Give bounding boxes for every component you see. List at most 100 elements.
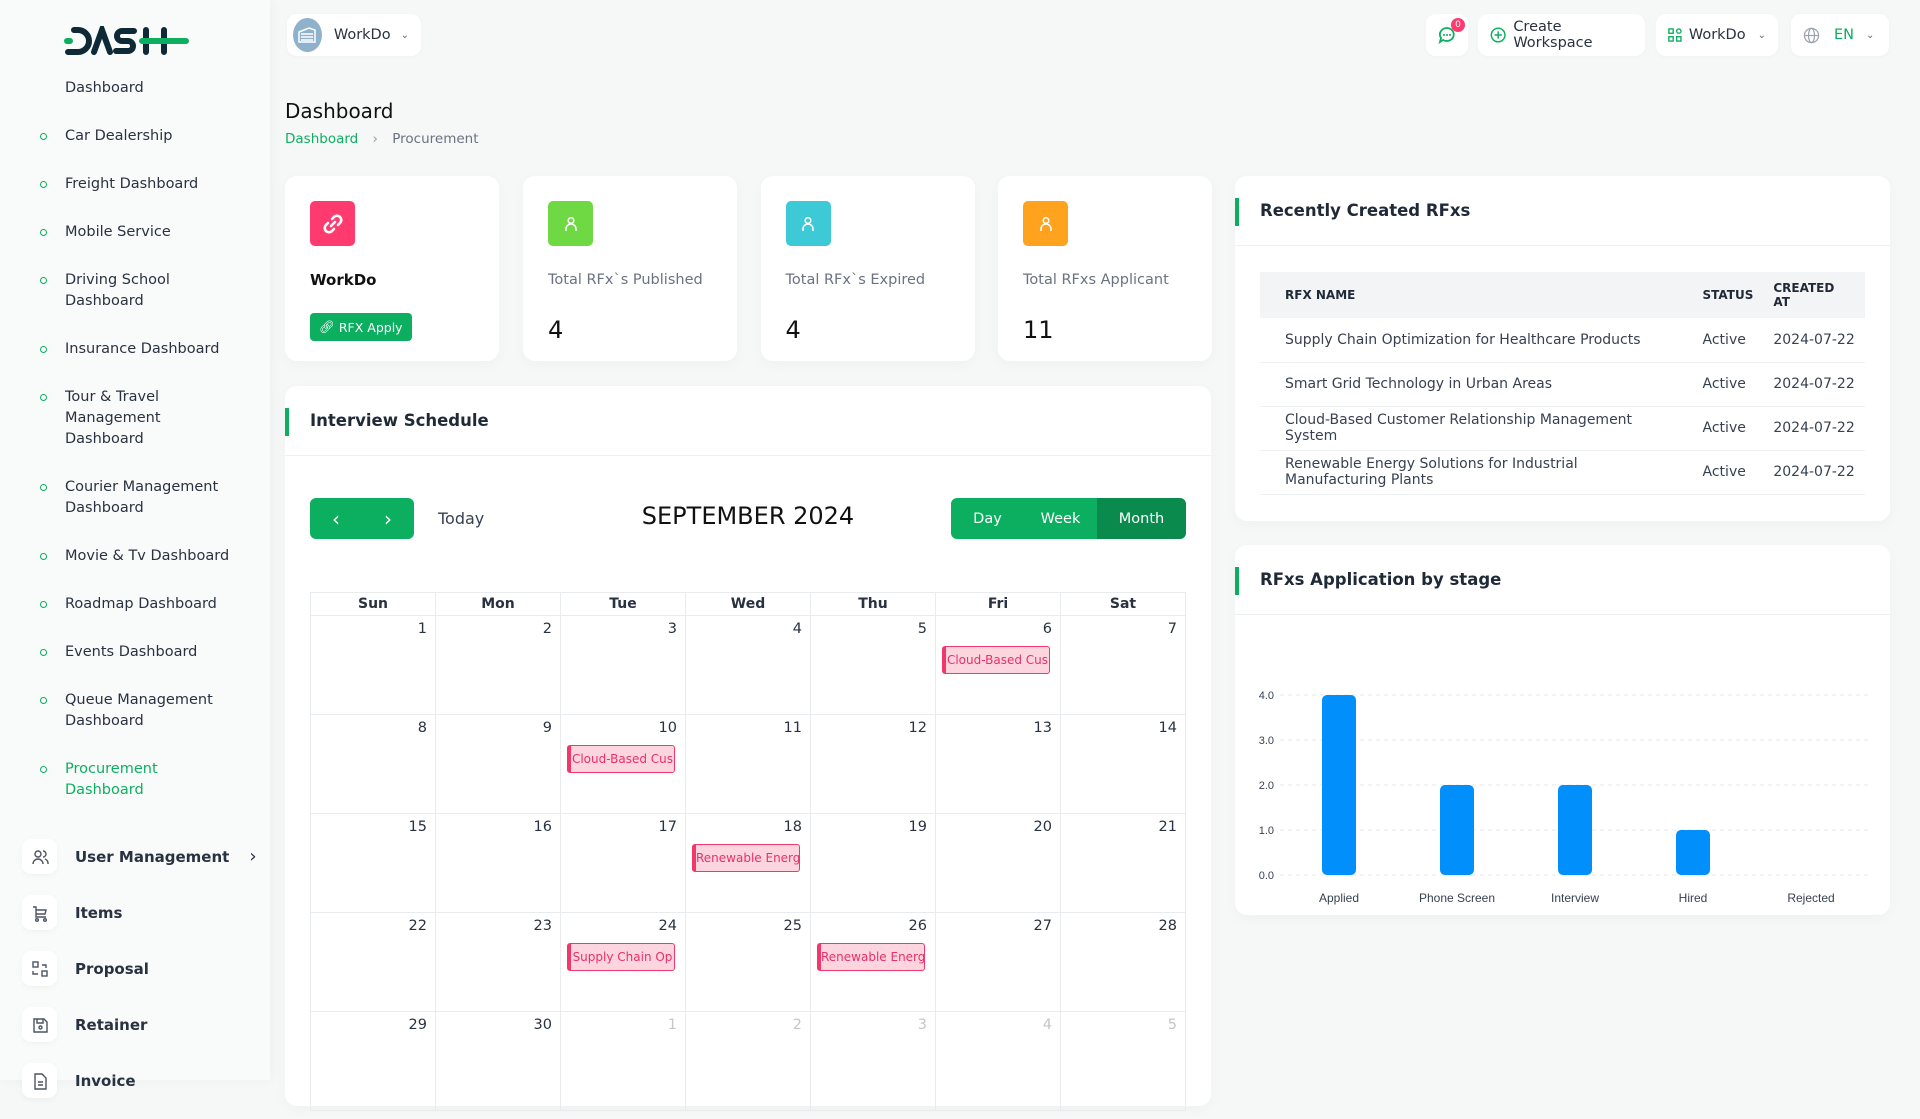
bar[interactable] — [1676, 830, 1710, 875]
today-button[interactable]: Today — [438, 509, 485, 528]
calendar-day[interactable]: 16 — [435, 813, 561, 913]
y-tick-label: 4.0 — [1259, 690, 1274, 702]
calendar-day[interactable]: 24 Supply Chain Op — [560, 912, 686, 1012]
view-week-button[interactable]: Week — [1023, 498, 1097, 539]
calendar-day[interactable]: 3 — [560, 615, 686, 715]
table-row[interactable]: Renewable Energy Solutions for Industria… — [1260, 450, 1865, 495]
weekday-header: Tue — [560, 592, 686, 616]
workspace-switcher[interactable]: WorkDo ⌄ — [287, 14, 421, 56]
calendar-day[interactable]: 7 — [1060, 615, 1186, 715]
sidebar-item-invoice[interactable]: Invoice — [0, 1063, 270, 1098]
calendar-day[interactable]: 2 — [685, 1011, 811, 1111]
sidebar-item[interactable]: Movie & Tv Dashboard — [0, 546, 270, 567]
calendar-day[interactable]: 8 — [310, 714, 436, 814]
table-row[interactable]: Smart Grid Technology in Urban Areas Acti… — [1260, 362, 1865, 407]
calendar-day[interactable]: 15 — [310, 813, 436, 913]
calendar-event[interactable]: Renewable Energ — [692, 844, 800, 872]
calendar-day[interactable]: 5 — [1060, 1011, 1186, 1111]
sidebar-item[interactable]: Mobile Service — [0, 222, 270, 243]
create-workspace-label: Create Workspace — [1513, 19, 1593, 51]
breadcrumb: Dashboard › Procurement — [285, 131, 479, 147]
sidebar-item-user-management[interactable]: User Management › — [0, 839, 270, 874]
stat-card: Total RFxs Applicant 11 — [998, 176, 1212, 361]
interview-schedule-card: Interview Schedule ‹ › Today SEPTEMBER 2… — [285, 386, 1211, 1111]
sidebar-item[interactable]: Events Dashboard — [0, 642, 270, 663]
bar[interactable] — [1440, 785, 1474, 875]
sidebar-item[interactable]: Dashboard — [0, 78, 270, 99]
create-workspace-button[interactable]: Create Workspace — [1478, 14, 1645, 56]
sidebar-item-proposal[interactable]: Proposal — [0, 951, 270, 986]
view-month-button[interactable]: Month — [1096, 498, 1186, 539]
calendar-event[interactable]: Supply Chain Op — [567, 943, 675, 971]
sidebar-item-items[interactable]: Items — [0, 895, 270, 930]
sidebar-item[interactable]: Insurance Dashboard — [0, 339, 270, 360]
calendar-day[interactable]: 19 — [810, 813, 936, 913]
stat-card: Total RFx`s Published 4 — [523, 176, 737, 361]
calendar-day[interactable]: 1 — [560, 1011, 686, 1111]
sidebar-item[interactable]: Procurement Dashboard — [0, 759, 270, 801]
view-day-button[interactable]: Day — [951, 498, 1024, 539]
calendar-day[interactable]: 3 — [810, 1011, 936, 1111]
breadcrumb-dashboard[interactable]: Dashboard — [285, 131, 359, 147]
sidebar-item[interactable]: Courier Management Dashboard — [0, 477, 270, 519]
calendar-day[interactable]: 13 — [935, 714, 1061, 814]
calendar-day[interactable]: 1 — [310, 615, 436, 715]
sidebar-item[interactable]: Roadmap Dashboard — [0, 594, 270, 615]
next-month-button[interactable]: › — [362, 498, 414, 539]
page-title: Dashboard — [285, 99, 394, 123]
bullet-icon — [40, 277, 47, 284]
calendar-day[interactable]: 28 — [1060, 912, 1186, 1012]
calendar-day[interactable]: 18 Renewable Energ — [685, 813, 811, 913]
calendar-day[interactable]: 6 Cloud-Based Cus — [935, 615, 1061, 715]
calendar-day[interactable]: 9 — [435, 714, 561, 814]
calendar-day[interactable]: 4 — [685, 615, 811, 715]
workspace-name: WorkDo — [333, 27, 391, 43]
calendar-day[interactable]: 30 — [435, 1011, 561, 1111]
table-row[interactable]: Supply Chain Optimization for Healthcare… — [1260, 318, 1865, 363]
sidebar-item[interactable]: Tour & Travel Management Dashboard — [0, 387, 270, 450]
sidebar-item[interactable]: Queue Management Dashboard — [0, 690, 270, 732]
calendar-day[interactable]: 20 — [935, 813, 1061, 913]
chevron-right-icon: › — [249, 846, 257, 867]
calendar-day[interactable]: 23 — [435, 912, 561, 1012]
day-number: 6 — [1042, 621, 1052, 637]
calendar-day[interactable]: 10 Cloud-Based Cus — [560, 714, 686, 814]
calendar-grid: Sun Mon Tue Wed Thu Fri Sat 1 2 3 4 5 6 Cloud-Based C… — [310, 592, 1186, 1111]
calendar-day[interactable]: 27 — [935, 912, 1061, 1012]
stat-value: 11 — [1023, 316, 1054, 344]
status: Active — [1692, 362, 1764, 407]
day-number: 26 — [908, 918, 927, 934]
sidebar-item[interactable]: Driving School Dashboard — [0, 270, 270, 312]
sidebar-item-retainer[interactable]: Retainer — [0, 1007, 270, 1042]
language-switcher[interactable]: EN ⌄ — [1791, 14, 1889, 56]
table-row[interactable]: Cloud-Based Customer Relationship Manage… — [1260, 406, 1865, 451]
workspace-menu[interactable]: WorkDo ⌄ — [1656, 14, 1778, 56]
prev-month-button[interactable]: ‹ — [310, 498, 362, 539]
calendar-day[interactable]: 29 — [310, 1011, 436, 1111]
calendar-nav: ‹ › — [310, 498, 414, 539]
calendar-day[interactable]: 14 — [1060, 714, 1186, 814]
calendar-event[interactable]: Cloud-Based Cus — [567, 745, 675, 773]
rfx-apply-button[interactable]: 🔗︎ RFX Apply — [310, 313, 412, 341]
calendar-day[interactable]: 11 — [685, 714, 811, 814]
calendar-day[interactable]: 17 — [560, 813, 686, 913]
calendar-day[interactable]: 25 — [685, 912, 811, 1012]
bar[interactable] — [1322, 695, 1356, 875]
calendar-day[interactable]: 21 — [1060, 813, 1186, 913]
calendar-day[interactable]: 2 — [435, 615, 561, 715]
calendar-day[interactable]: 22 — [310, 912, 436, 1012]
calendar-event[interactable]: Cloud-Based Cus — [942, 646, 1050, 674]
sidebar-item-label: Items — [75, 903, 123, 922]
calendar-day[interactable]: 26 Renewable Energ — [810, 912, 936, 1012]
language-label: EN — [1834, 27, 1855, 43]
calendar-day[interactable]: 12 — [810, 714, 936, 814]
day-number: 14 — [1158, 720, 1177, 736]
bar[interactable] — [1558, 785, 1592, 875]
messages-button[interactable]: 0 — [1426, 14, 1468, 56]
sidebar-item[interactable]: Car Dealership — [0, 126, 270, 147]
rfx-name: Cloud-Based Customer Relationship Manage… — [1260, 406, 1693, 451]
calendar-day[interactable]: 5 — [810, 615, 936, 715]
sidebar-item[interactable]: Freight Dashboard — [0, 174, 270, 195]
calendar-event[interactable]: Renewable Energ — [817, 943, 925, 971]
calendar-day[interactable]: 4 — [935, 1011, 1061, 1111]
